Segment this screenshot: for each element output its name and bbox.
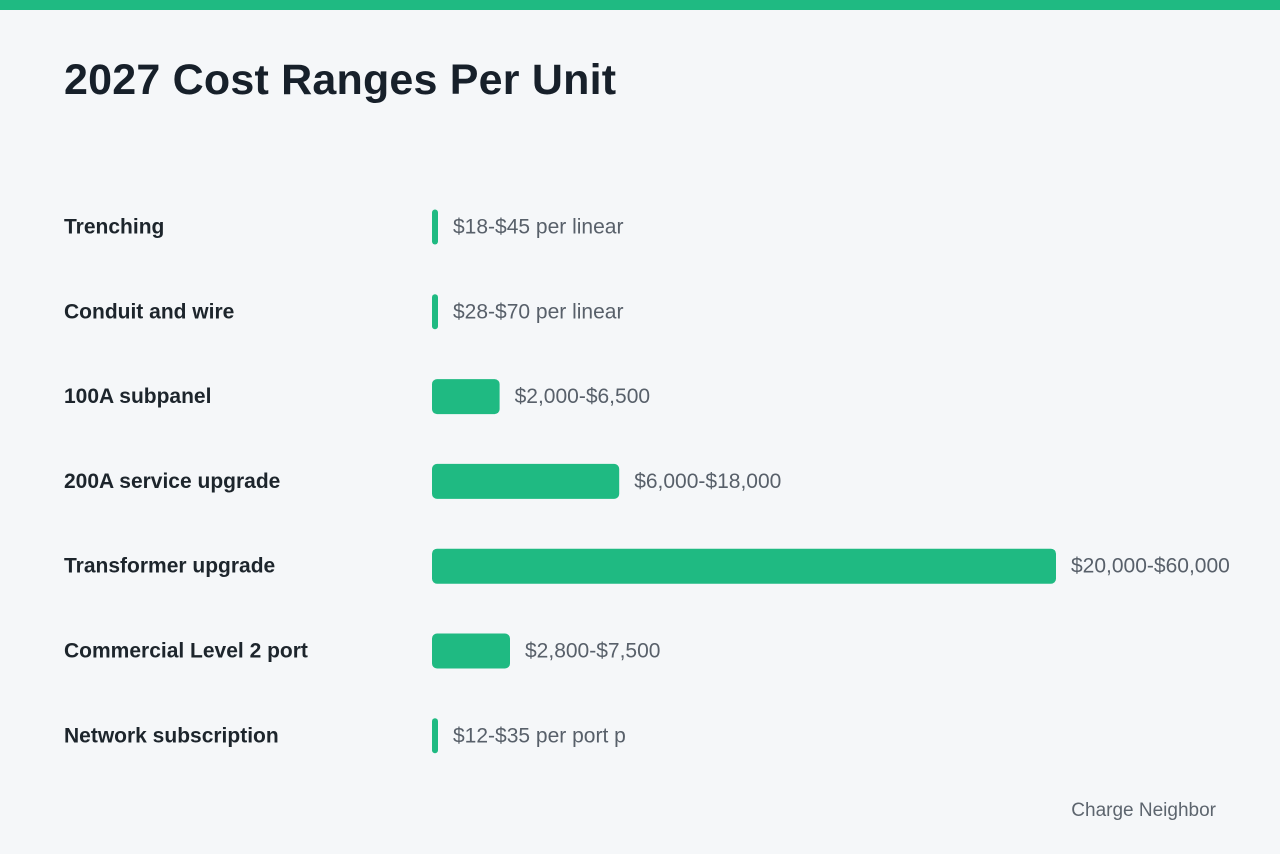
source-credit: Charge Neighbor (1071, 800, 1216, 821)
category-label: 100A subpanel (64, 385, 211, 408)
bar (432, 294, 438, 330)
value-label: $28-$70 per linear (453, 300, 623, 323)
value-label: $2,000-$6,500 (515, 385, 650, 408)
top-accent-bar (0, 0, 1280, 10)
category-label: Conduit and wire (64, 300, 234, 323)
value-label: $6,000-$18,000 (634, 470, 781, 493)
bar (432, 548, 1056, 584)
category-label: Network subscription (64, 724, 279, 747)
category-label: Trenching (64, 216, 164, 239)
bar (432, 633, 510, 669)
value-label: $18-$45 per linear (453, 216, 623, 239)
value-label: $20,000-$60,000 (1071, 555, 1230, 578)
bar (432, 463, 620, 499)
category-label: 200A service upgrade (64, 470, 280, 493)
category-label: Commercial Level 2 port (64, 640, 308, 663)
bar (432, 209, 438, 245)
chart-title: 2027 Cost Ranges Per Unit (64, 56, 617, 104)
value-label: $2,800-$7,500 (525, 640, 660, 663)
bar (432, 379, 500, 415)
bar (432, 718, 438, 754)
category-label: Transformer upgrade (64, 555, 275, 578)
value-label: $12-$35 per port p (453, 724, 626, 747)
